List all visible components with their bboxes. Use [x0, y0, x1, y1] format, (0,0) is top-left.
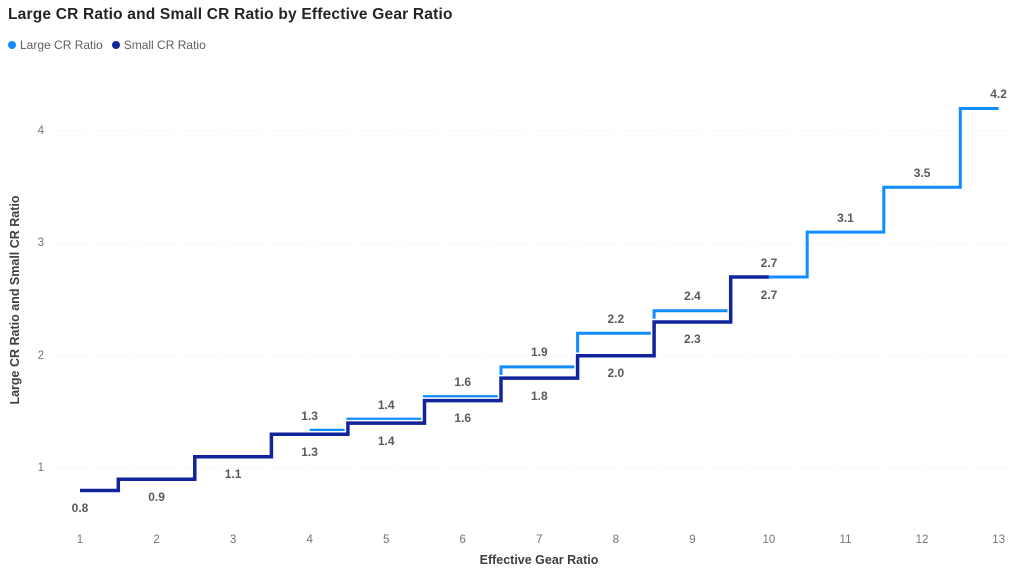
data-label-large-cr-ratio: 2.7: [760, 255, 778, 270]
data-label-large-cr-ratio: 1.3: [301, 408, 318, 423]
x-tick-label: 11: [839, 534, 852, 546]
x-tick-label: 12: [915, 534, 929, 546]
data-label-large-cr-ratio: 1.4: [377, 397, 395, 412]
data-label-small-cr-ratio: 1.3: [301, 444, 318, 459]
legend-label: Small CR Ratio: [123, 38, 206, 52]
x-tick-label: 7: [536, 534, 543, 546]
series-path-large-cr-ratio[interactable]: [309, 107, 999, 432]
data-label-large-cr-ratio: 4.2: [990, 87, 1007, 102]
legend-item-small-cr-ratio[interactable]: Small CR Ratio: [111, 38, 206, 52]
y-tick-label: 2: [37, 349, 44, 362]
legend-item-large-cr-ratio[interactable]: Large CR Ratio: [8, 38, 103, 52]
x-tick-label: 10: [762, 534, 776, 546]
x-tick-label: 1: [76, 534, 84, 546]
data-label-large-cr-ratio: 1.9: [530, 345, 548, 360]
x-tick-label: 8: [612, 534, 620, 546]
x-axis-title: Effective Gear Ratio: [479, 553, 599, 567]
data-label-large-cr-ratio: 3.5: [913, 165, 931, 180]
x-tick-label: 2: [153, 534, 160, 546]
legend-dot-icon: [8, 41, 16, 49]
legend-label: Large CR Ratio: [20, 38, 103, 52]
x-tick-label: 9: [689, 534, 696, 546]
data-label-small-cr-ratio: 0.8: [71, 500, 89, 515]
data-label-large-cr-ratio: 1.6: [454, 375, 472, 390]
x-tick-label: 5: [382, 534, 390, 546]
data-label-large-cr-ratio: 3.1: [837, 210, 854, 225]
data-label-small-cr-ratio: 2.0: [607, 366, 625, 381]
data-label-large-cr-ratio: 2.2: [607, 311, 625, 326]
x-tick-label: 3: [229, 534, 237, 546]
x-tick-label: 6: [459, 534, 466, 546]
data-label-small-cr-ratio: 2.7: [760, 287, 778, 302]
data-label-large-cr-ratio: 2.4: [684, 289, 701, 304]
data-label-small-cr-ratio: 0.9: [148, 489, 165, 504]
data-label-small-cr-ratio: 2.3: [684, 332, 701, 347]
legend-dot-icon: [111, 41, 120, 49]
series-path-small-cr-ratio[interactable]: [80, 275, 769, 493]
chart-title: Large CR Ratio and Small CR Ratio by Eff…: [8, 6, 453, 23]
x-tick-label: 13: [992, 534, 1005, 546]
data-label-small-cr-ratio: 1.6: [454, 411, 472, 426]
legend: Large CR Ratio Small CR Ratio: [8, 38, 206, 52]
y-tick-label: 4: [37, 125, 44, 137]
x-tick-label: 4: [306, 534, 313, 546]
series-casing: [80, 273, 769, 494]
data-label-small-cr-ratio: 1.8: [530, 388, 548, 403]
y-axis-title: Large CR Ratio and Small CR Ratio: [8, 195, 22, 405]
data-label-small-cr-ratio: 1.4: [377, 433, 395, 448]
y-tick-label: 1: [37, 462, 44, 474]
data-label-small-cr-ratio: 1.1: [224, 467, 242, 482]
y-tick-label: 3: [37, 237, 44, 250]
